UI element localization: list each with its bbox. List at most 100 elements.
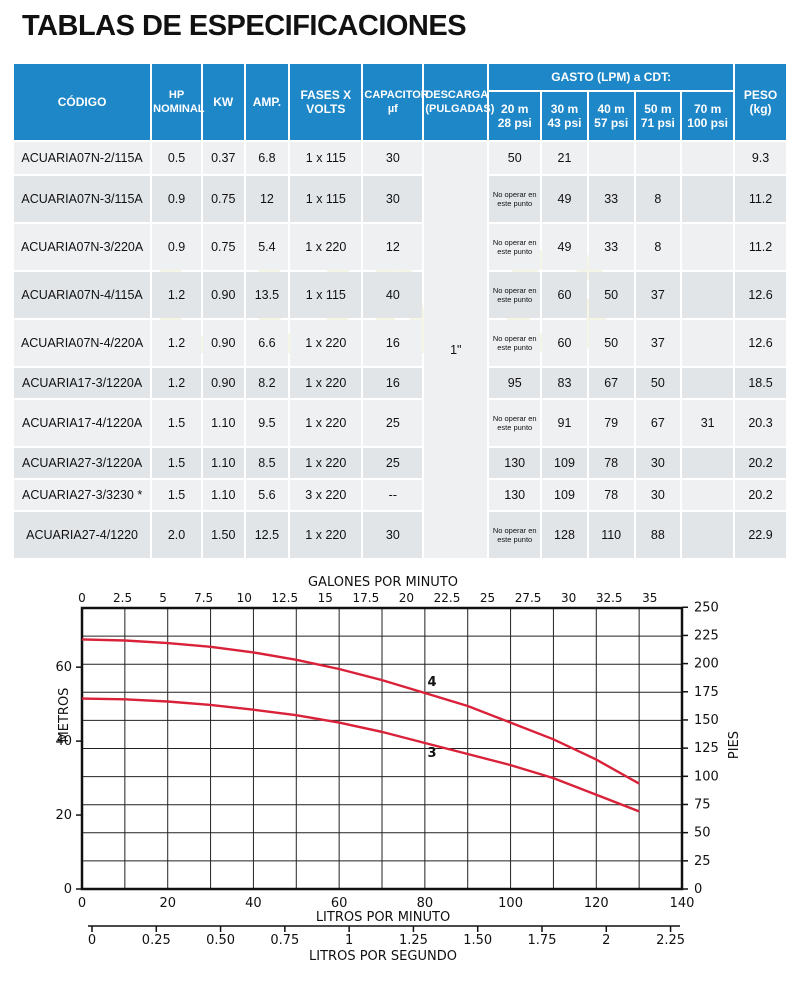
header-cdt-20: 20 m 28 psi: [489, 92, 541, 140]
y2-tick-label: 175: [694, 685, 719, 700]
top-tick-label: 7.5: [194, 591, 213, 605]
x-axis-label: LITROS POR MINUTO: [316, 910, 450, 925]
cell-gasto-50: 50: [635, 368, 681, 398]
top-tick-label: 27.5: [515, 591, 542, 605]
bottom2-axis-label: LITROS POR SEGUNDO: [309, 949, 457, 964]
y2-tick-label: 25: [694, 854, 711, 869]
bottom2-tick-label: 2: [602, 933, 610, 948]
top-tick-label: 32.5: [596, 591, 623, 605]
cell-gasto-30: 109: [542, 480, 587, 510]
bottom2-tick-label: 0.50: [206, 933, 235, 948]
bottom2-tick-label: 0: [88, 933, 96, 948]
cell-peso: 22.9: [735, 512, 786, 558]
cell-gasto-20: No operar en este punto: [489, 176, 541, 222]
header-cdt-30: 30 m 43 psi: [542, 92, 587, 140]
x-tick-label: 20: [159, 896, 176, 911]
y2-tick-label: 75: [694, 797, 711, 812]
cell-gasto-70: [682, 142, 734, 174]
cell-code: ACUARIA07N-3/220A: [14, 224, 151, 270]
cell-capacitor: 30: [363, 176, 423, 222]
cell-gasto-30: 60: [542, 272, 587, 318]
bottom2-tick-label: 1: [345, 933, 353, 948]
cell-gasto-40: 33: [588, 176, 634, 222]
table-row: ACUARIA17-4/1220A 1.5 1.10 9.5 1 x 220 25 No o…: [14, 400, 786, 446]
cell-gasto-50: 67: [635, 400, 681, 446]
cell-gasto-20: No operar en este punto: [489, 400, 541, 446]
top-tick-label: 2.5: [113, 591, 132, 605]
cell-hp: 0.9: [152, 176, 201, 222]
header-cdt-50: 50 m 71 psi: [635, 92, 681, 140]
cell-amp: 8.5: [245, 448, 289, 478]
curve-label-4: 4: [427, 675, 436, 690]
header-peso: PESO (kg): [735, 64, 786, 140]
header-kw: KW: [202, 64, 244, 140]
cell-gasto-50: 30: [635, 480, 681, 510]
top-tick-label: 5: [159, 591, 167, 605]
cell-capacitor: --: [363, 480, 423, 510]
y-tick-label: 0: [64, 882, 72, 897]
cell-gasto-20: No operar en este punto: [489, 224, 541, 270]
cell-code: ACUARIA07N-2/115A: [14, 142, 151, 174]
cell-gasto-30: 21: [542, 142, 587, 174]
cell-gasto-40: 50: [588, 272, 634, 318]
y2-tick-label: 200: [694, 657, 719, 672]
cell-capacitor: 40: [363, 272, 423, 318]
y2-tick-label: 50: [694, 826, 711, 841]
cell-code: ACUARIA17-4/1220A: [14, 400, 151, 446]
y2-axis-label: PIES: [727, 731, 742, 759]
header-cdt-70: 70 m 100 psi: [682, 92, 734, 140]
cell-gasto-30: 60: [542, 320, 587, 366]
cell-gasto-40: 33: [588, 224, 634, 270]
cell-gasto-50: 88: [635, 512, 681, 558]
bottom2-tick-label: 0.75: [270, 933, 299, 948]
y-tick-label: 20: [55, 808, 72, 823]
bottom2-tick-label: 2.25: [656, 933, 685, 948]
cell-capacitor: 30: [363, 512, 423, 558]
cell-fases: 1 x 115: [290, 272, 362, 318]
top-tick-label: 17.5: [353, 591, 380, 605]
x-tick-label: 140: [670, 896, 695, 911]
top-tick-label: 22.5: [434, 591, 461, 605]
cell-gasto-30: 49: [542, 176, 587, 222]
y2-tick-label: 125: [694, 741, 719, 756]
cell-fases: 1 x 220: [290, 368, 362, 398]
x-tick-label: 0: [78, 896, 86, 911]
cell-fases: 1 x 220: [290, 400, 362, 446]
bottom2-tick-label: 1.50: [463, 933, 492, 948]
cell-gasto-20: 130: [489, 448, 541, 478]
top-tick-label: 15: [318, 591, 333, 605]
table-row: ACUARIA17-3/1220A 1.2 0.90 8.2 1 x 220 16 95 83…: [14, 368, 786, 398]
cell-peso: 11.2: [735, 224, 786, 270]
cell-gasto-50: 8: [635, 176, 681, 222]
cell-peso: 11.2: [735, 176, 786, 222]
cell-gasto-40: [588, 142, 634, 174]
table-row: ACUARIA07N-4/115A 1.2 0.90 13.5 1 x 115 40 No …: [14, 272, 786, 318]
cell-gasto-30: 91: [542, 400, 587, 446]
cell-capacitor: 16: [363, 368, 423, 398]
cell-gasto-50: 30: [635, 448, 681, 478]
cell-code: ACUARIA17-3/1220A: [14, 368, 151, 398]
cell-amp: 6.8: [245, 142, 289, 174]
table-row: ACUARIA07N-2/115A 0.5 0.37 6.8 1 x 115 30 1" 50…: [14, 142, 786, 558]
cell-fases: 1 x 220: [290, 320, 362, 366]
cell-capacitor: 16: [363, 320, 423, 366]
cell-capacitor: 12: [363, 224, 423, 270]
x-tick-label: 60: [331, 896, 348, 911]
top-tick-label: 10: [237, 591, 252, 605]
header-capacitor: CAPACITOR µf: [363, 64, 429, 140]
header-descarga: DESCARGA (PULGADAS): [424, 64, 494, 140]
cell-gasto-30: 128: [542, 512, 587, 558]
cell-gasto-20: No operar en este punto: [489, 512, 541, 558]
cell-gasto-20: 130: [489, 480, 541, 510]
top-tick-label: 20: [399, 591, 414, 605]
cell-hp: 0.9: [152, 224, 201, 270]
cell-hp: 2.0: [152, 512, 201, 558]
cell-amp: 13.5: [245, 272, 289, 318]
y-axis-label: METROS: [57, 688, 72, 743]
bottom2-tick-label: 1.25: [399, 933, 428, 948]
cell-gasto-20: 95: [489, 368, 541, 398]
table-row: ACUARIA27-3/3230 * 1.5 1.10 5.6 3 x 220 -- 130…: [14, 480, 786, 510]
cell-gasto-40: 79: [588, 400, 634, 446]
cell-peso: 20.2: [735, 448, 786, 478]
cell-amp: 9.5: [245, 400, 289, 446]
